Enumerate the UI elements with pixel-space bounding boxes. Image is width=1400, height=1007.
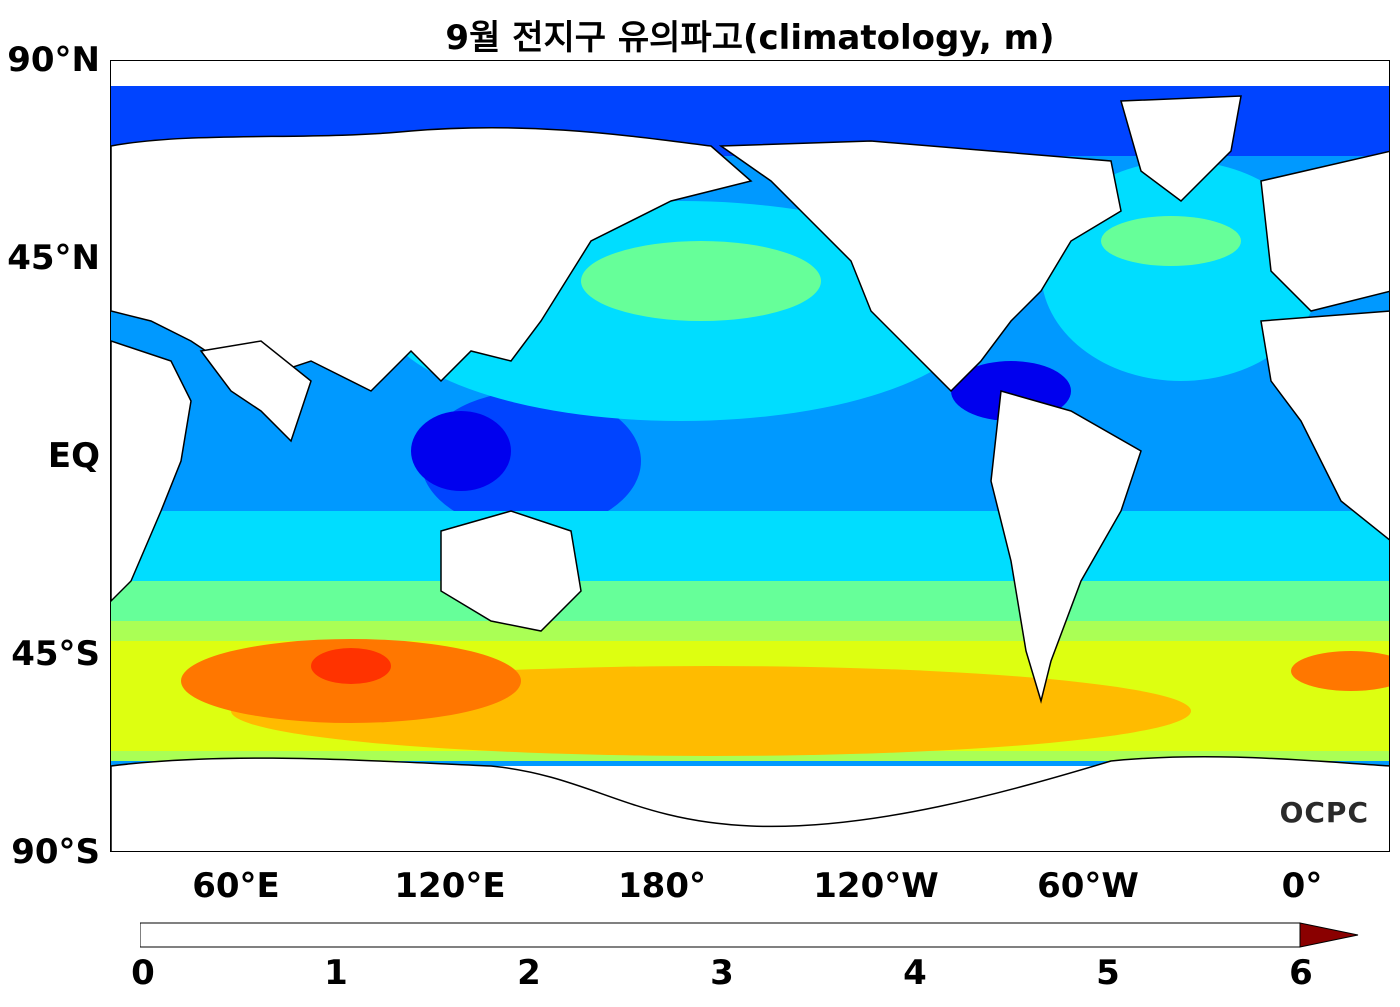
colorbar xyxy=(140,922,1359,948)
indonesia-sea xyxy=(411,411,511,491)
lon-label-120w: 120°W xyxy=(813,866,939,906)
lat-label-90n: 90°N xyxy=(7,40,100,80)
land-south-america xyxy=(990,390,1142,704)
lat-label-45n: 45°N xyxy=(7,238,100,278)
colorbar-tick-2: 2 xyxy=(517,953,541,993)
lon-label-60w: 60°W xyxy=(1037,866,1139,906)
colorbar-tick-1: 1 xyxy=(324,953,348,993)
south-atl-max xyxy=(1291,651,1389,691)
colorbar-tick-4: 4 xyxy=(903,953,927,993)
lon-label-60e: 60°E xyxy=(192,866,280,906)
npac-core xyxy=(581,241,821,321)
natl-core xyxy=(1101,216,1241,266)
land-west-africa xyxy=(1260,310,1389,541)
ocpc-logo: OCPC xyxy=(1279,796,1369,829)
land-india xyxy=(199,340,312,443)
land-eurasia xyxy=(111,126,753,392)
colorbar-extension xyxy=(1299,922,1359,948)
colorbar-tick-0: 0 xyxy=(131,953,155,993)
land-europe xyxy=(1260,150,1389,312)
lat-label-eq: EQ xyxy=(47,436,100,476)
lon-label-180: 180° xyxy=(618,866,706,906)
land-greenland xyxy=(1120,95,1242,202)
land-africa xyxy=(111,340,192,603)
colorbar-tick-6: 6 xyxy=(1289,953,1313,993)
map-title: 9월 전지구 유의파고(climatology, m) xyxy=(445,18,1055,58)
colorbar-outline xyxy=(140,922,1301,948)
wave-height-map: OCPC xyxy=(110,60,1390,852)
lon-label-0: 0° xyxy=(1281,866,1323,906)
land-antarctica xyxy=(111,755,1389,851)
lat-label-45s: 45°S xyxy=(11,634,100,674)
lat-label-90s: 90°S xyxy=(11,832,100,872)
colorbar-tick-5: 5 xyxy=(1096,953,1120,993)
land-north-america xyxy=(718,140,1122,393)
land-australia xyxy=(440,510,582,632)
lon-label-120e: 120°E xyxy=(394,866,506,906)
southern-indian-peak xyxy=(311,648,391,684)
colorbar-tick-3: 3 xyxy=(710,953,734,993)
